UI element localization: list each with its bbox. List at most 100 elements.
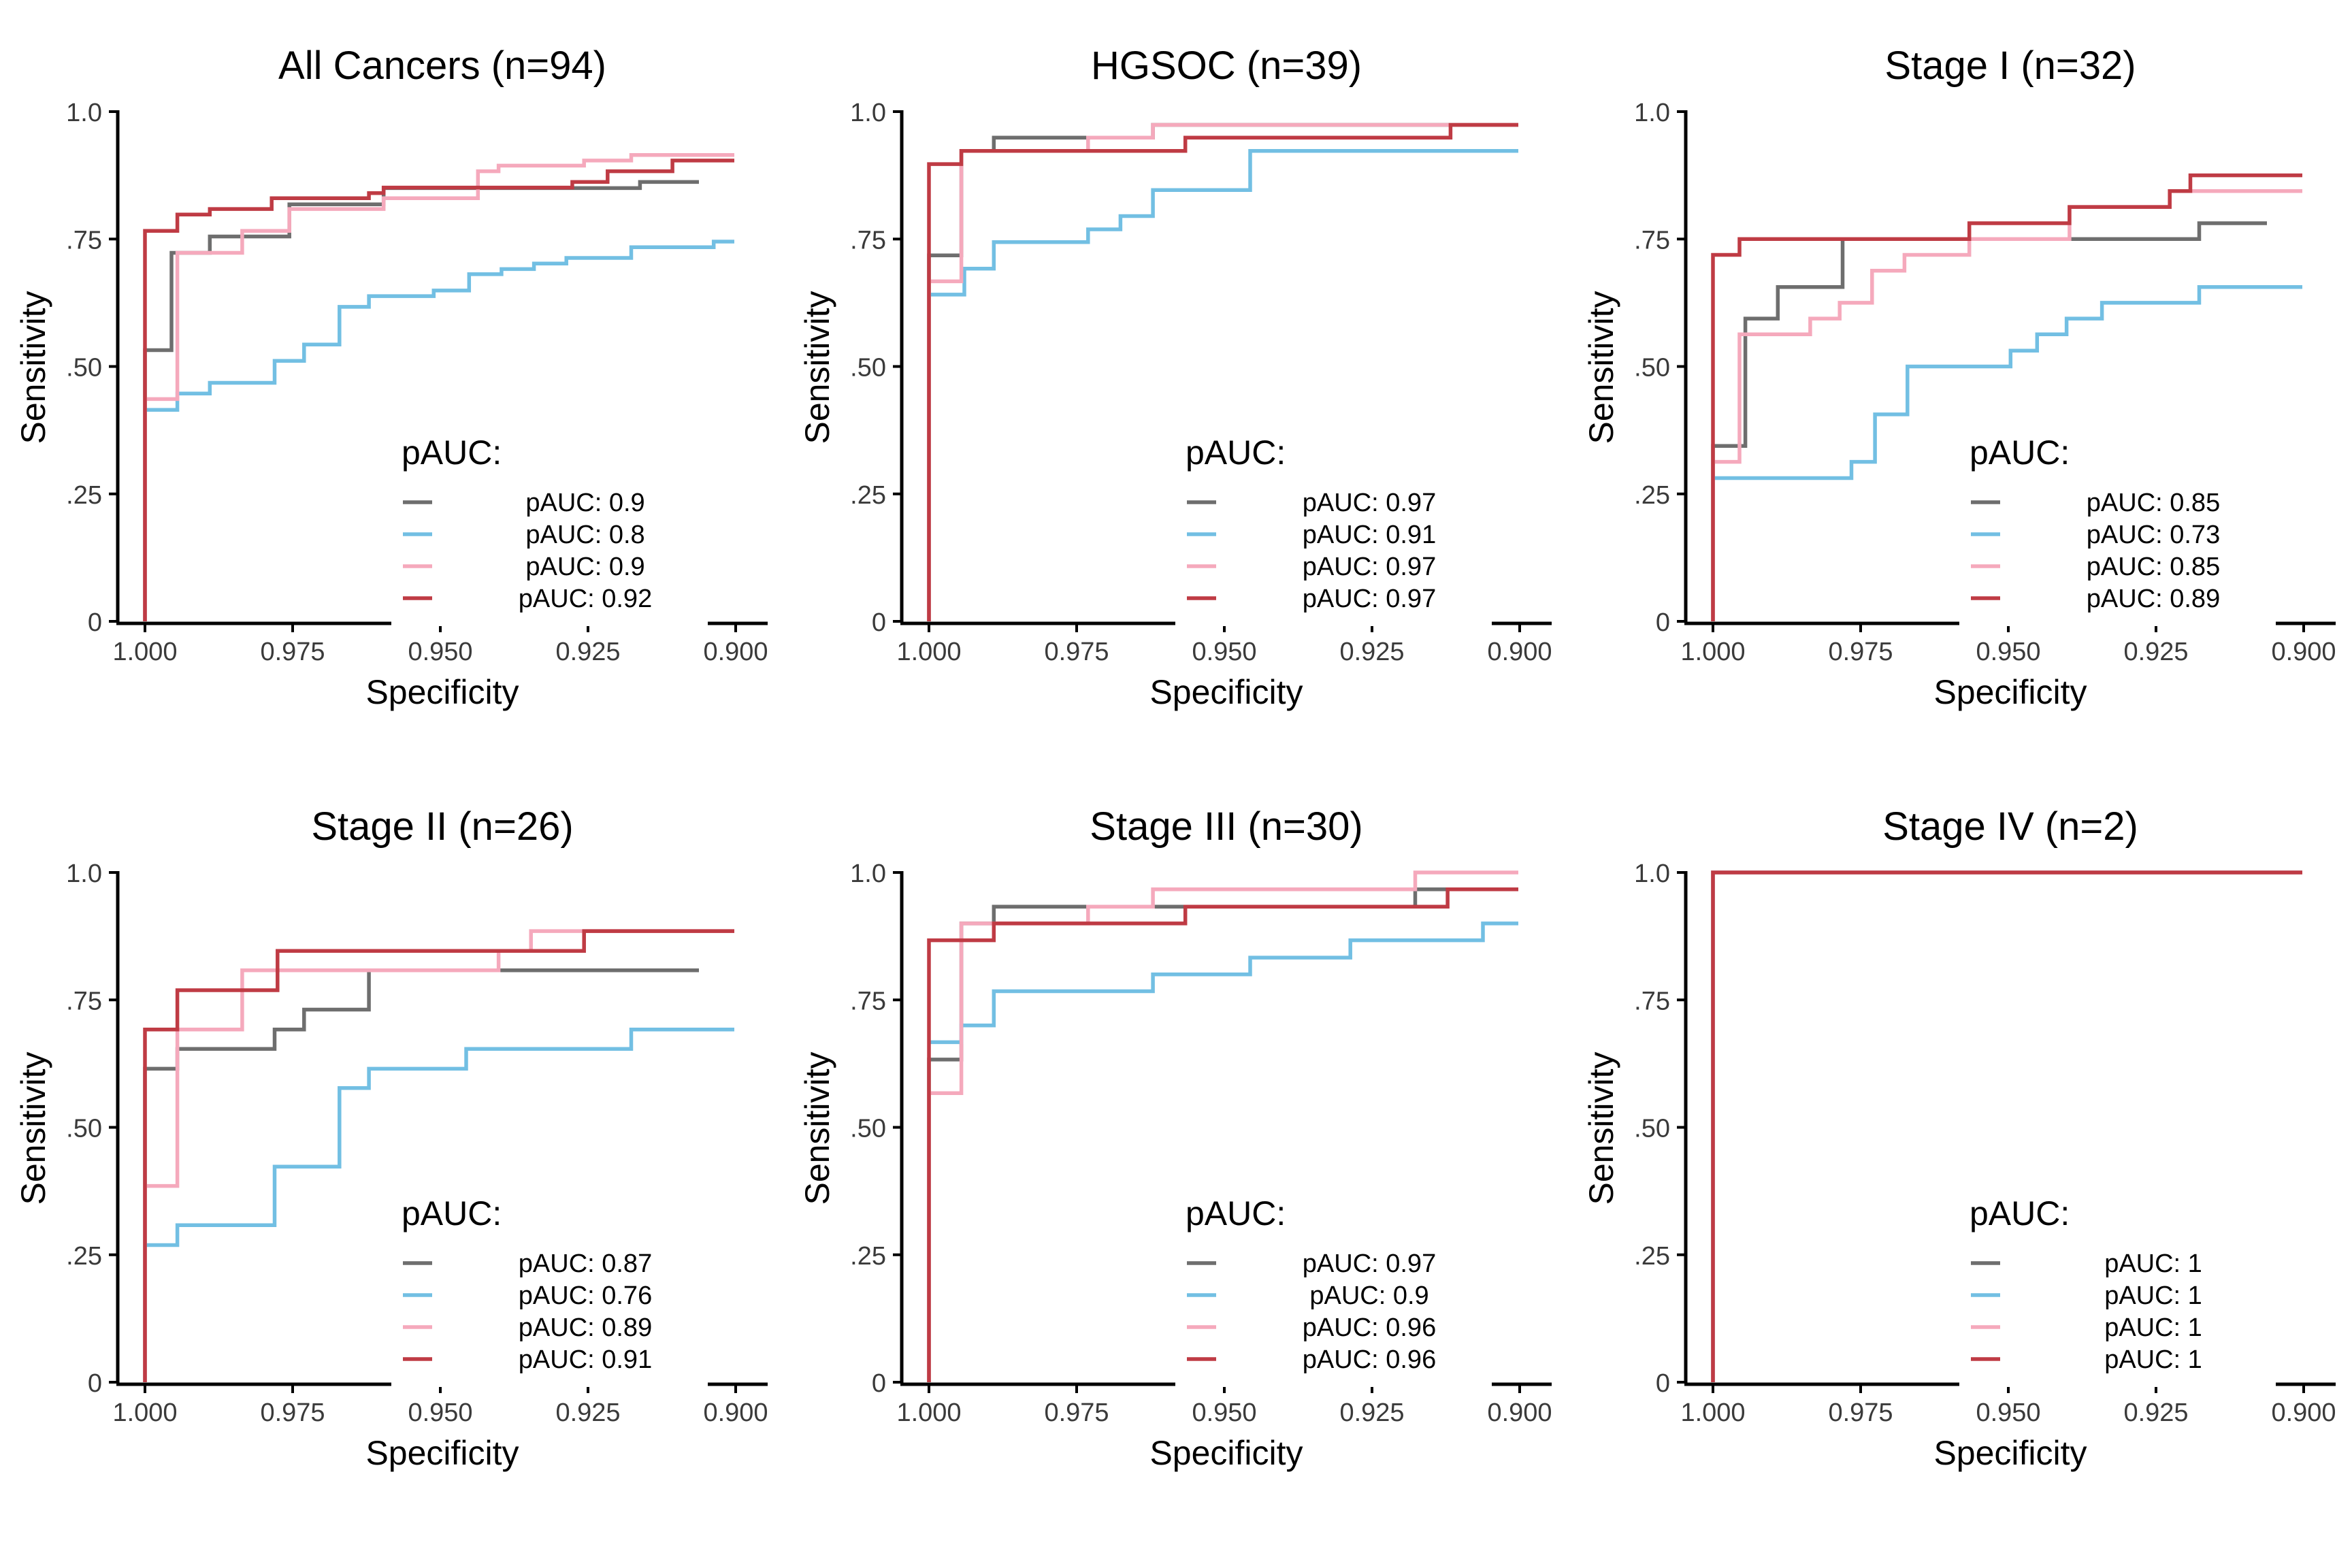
y-tick-label: 0: [88, 608, 102, 637]
legend-background: [391, 415, 708, 626]
legend-label: pAUC: 0.97: [1303, 489, 1436, 517]
panel-title: HGSOC (n=39): [1091, 44, 1362, 88]
x-tick-label: 0.975: [260, 638, 325, 666]
legend-title: pAUC:: [402, 1194, 502, 1232]
x-axis-title: Specificity: [1933, 1434, 2087, 1472]
legend-label: pAUC: 1: [2104, 1250, 2202, 1278]
roc-curve-grey: [1711, 221, 2267, 621]
x-tick-label: 0.925: [555, 1399, 620, 1427]
legend-label: pAUC: 0.9: [525, 553, 644, 581]
x-tick-label: 0.975: [1828, 1399, 1893, 1427]
roc-panel: Stage III (n=30) 0 .25 .50 .75 1.0 1.000 0.975 0…: [798, 804, 1552, 1472]
legend-label: pAUC: 0.85: [2087, 553, 2220, 581]
y-tick-label: .25: [850, 481, 886, 510]
y-axis-title: Sensitivity: [1582, 291, 1620, 444]
x-tick-label: 0.975: [1044, 638, 1109, 666]
y-tick-label: .50: [1634, 1115, 1670, 1143]
legend-title: pAUC:: [1186, 1194, 1286, 1232]
y-tick-label: 0: [1656, 608, 1670, 637]
roc-panel: HGSOC (n=39) 0 .25 .50 .75 1.0 1.000 0.975 0.950…: [798, 44, 1552, 711]
x-tick-label: 1.000: [1680, 638, 1745, 666]
x-tick-label: 0.925: [1339, 1399, 1404, 1427]
y-axis-title: Sensitivity: [798, 291, 836, 444]
legend-background: [1175, 415, 1492, 626]
legend-label: pAUC: 0.91: [519, 1345, 652, 1374]
roc-panel: Stage IV (n=2) 0 .25 .50 .75 1.0 1.000 0.975 0.9…: [1582, 804, 2336, 1472]
y-axis-title: Sensitivity: [14, 291, 52, 444]
y-tick-label: .50: [66, 354, 102, 382]
legend-background: [391, 1176, 708, 1387]
legend-label: pAUC: 0.85: [2087, 489, 2220, 517]
x-tick-label: 0.900: [2271, 1399, 2336, 1427]
legend-title: pAUC:: [1970, 434, 2070, 472]
x-tick-label: 0.900: [703, 1399, 768, 1427]
x-tick-label: 1.000: [1680, 1399, 1745, 1427]
roc-curve-red: [927, 887, 1518, 1382]
roc-curve-pink: [143, 929, 734, 1382]
x-tick-label: 0.900: [1487, 1399, 1552, 1427]
roc-curve-red: [1711, 173, 2302, 621]
panel-title: Stage IV (n=2): [1882, 804, 2138, 849]
legend-title: pAUC:: [1970, 1194, 2070, 1232]
roc-curve-red: [143, 159, 734, 621]
roc-curve-red: [143, 929, 734, 1382]
y-tick-label: .75: [1634, 226, 1670, 255]
x-tick-label: 0.950: [1192, 1399, 1256, 1427]
x-tick-label: 1.000: [112, 1399, 177, 1427]
panel-title: All Cancers (n=94): [278, 44, 606, 88]
y-tick-label: .75: [850, 226, 886, 255]
y-tick-label: 0: [88, 1369, 102, 1398]
legend-background: [1175, 1176, 1492, 1387]
y-tick-label: .75: [1634, 987, 1670, 1015]
x-tick-label: 0.975: [1828, 638, 1893, 666]
legend-background: [1959, 1176, 2276, 1387]
x-tick-label: 0.925: [555, 638, 620, 666]
legend-title: pAUC:: [1186, 434, 1286, 472]
y-tick-label: 1.0: [66, 99, 102, 127]
x-axis-title: Specificity: [1149, 1434, 1303, 1472]
roc-curve-blue: [1713, 284, 2302, 480]
y-tick-label: .50: [66, 1115, 102, 1143]
y-tick-label: .75: [850, 987, 886, 1015]
y-tick-label: 1.0: [850, 860, 886, 888]
roc-curve-red: [927, 122, 1518, 621]
roc-curve-blue: [145, 1027, 734, 1247]
legend-label: pAUC: 0.8: [525, 521, 644, 549]
x-tick-label: 0.925: [2123, 638, 2188, 666]
roc-panel: Stage II (n=26) 0 .25 .50 .75 1.0 1.000 0.975 0.…: [14, 804, 768, 1472]
legend-label: pAUC: 0.9: [525, 489, 644, 517]
y-tick-label: .50: [850, 354, 886, 382]
legend: pAUC: pAUC: 0.97 pAUC: 0.9 pAUC: 0.96 pAUC: …: [1175, 1176, 1492, 1387]
y-axis-title: Sensitivity: [1582, 1051, 1620, 1205]
y-axis-title: Sensitivity: [14, 1051, 52, 1205]
y-tick-label: 0: [1656, 1369, 1670, 1398]
legend-label: pAUC: 0.91: [1303, 521, 1436, 549]
y-tick-label: 1.0: [850, 99, 886, 127]
legend-label: pAUC: 0.96: [1303, 1313, 1436, 1342]
x-tick-label: 0.950: [1976, 1399, 2040, 1427]
x-tick-label: 0.950: [1976, 638, 2040, 666]
x-tick-label: 1.000: [896, 1399, 961, 1427]
roc-panel: All Cancers (n=94) 0 .25 .50 .75 1.0 1.000 0.97…: [14, 44, 768, 711]
y-tick-label: .25: [850, 1242, 886, 1271]
x-tick-label: 1.000: [896, 638, 961, 666]
legend: pAUC: pAUC: 0.85 pAUC: 0.73 pAUC: 0.85 pAUC:…: [1959, 415, 2276, 626]
x-tick-label: 0.950: [408, 1399, 472, 1427]
legend: pAUC: pAUC: 0.9 pAUC: 0.8 pAUC: 0.9 pAUC: 0.…: [391, 415, 708, 626]
x-tick-label: 1.000: [112, 638, 177, 666]
legend: pAUC: pAUC: 1 pAUC: 1 pAUC: 1 pAUC: 1: [1959, 1176, 2276, 1387]
roc-curve-pink: [143, 152, 734, 621]
legend: pAUC: pAUC: 0.97 pAUC: 0.91 pAUC: 0.97 pAUC:…: [1175, 415, 1492, 626]
legend-label: pAUC: 0.97: [1303, 585, 1436, 613]
y-tick-label: 0: [872, 608, 886, 637]
y-tick-label: .75: [66, 987, 102, 1015]
y-tick-label: .25: [66, 481, 102, 510]
roc-curve-blue: [929, 148, 1518, 297]
y-tick-label: .25: [1634, 481, 1670, 510]
legend-label: pAUC: 1: [2104, 1313, 2202, 1342]
x-tick-label: 0.900: [1487, 638, 1552, 666]
legend-label: pAUC: 0.97: [1303, 553, 1436, 581]
x-tick-label: 0.900: [2271, 638, 2336, 666]
x-tick-label: 0.975: [1044, 1399, 1109, 1427]
